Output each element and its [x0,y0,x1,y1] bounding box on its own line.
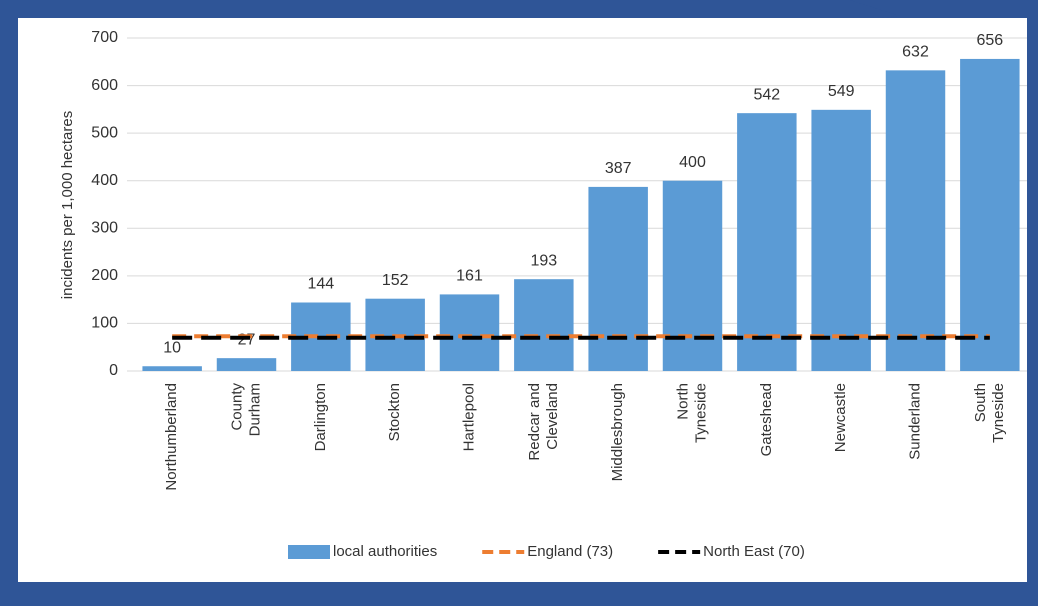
x-tick-label-line: Redcar and [526,383,543,461]
data-label: 152 [382,272,409,289]
x-tick-label: CountyDurham [228,383,263,437]
bar [514,279,574,371]
bar [960,58,1020,371]
x-tick-label-line: Cleveland [544,383,561,450]
x-tick-label: Northumberland [163,383,180,491]
x-tick-label-line: Stockton [386,383,403,441]
y-tick-label: 600 [91,77,118,94]
y-tick-label: 200 [91,267,118,284]
y-tick-label: 500 [91,124,118,141]
data-label: 542 [753,86,780,103]
bar [588,186,648,371]
y-tick-label: 300 [91,220,118,237]
x-tick-label: Redcar andCleveland [526,383,561,461]
x-tick-label: NorthTyneside [674,383,709,443]
x-tick-label-line: Tyneside [990,383,1007,443]
x-tick-label: Hartlepool [460,383,477,451]
data-label: 387 [605,160,632,177]
x-tick-label-line: County [228,383,245,431]
bar [216,358,277,371]
data-label: 144 [307,276,334,293]
x-tick-label: Darlington [312,383,329,451]
bar [142,366,202,371]
y-tick-label: 0 [109,362,118,379]
x-tick-label: Newcastle [832,383,849,452]
bar [662,180,723,371]
y-axis-label: incidents per 1,000 hectares [59,111,76,299]
x-tick-label: SouthTyneside [972,383,1007,443]
legend-swatch [288,545,330,559]
x-tick-label-line: Sunderland [906,383,923,460]
data-label: 27 [238,331,256,348]
data-label: 10 [163,339,181,356]
legend-label: local authorities [333,543,437,560]
data-label: 632 [902,44,929,61]
legend-label: England (73) [527,543,613,560]
x-tick-label-line: Hartlepool [460,383,477,451]
data-label: 549 [828,83,855,100]
x-tick-label: Stockton [386,383,403,441]
bar [885,70,946,371]
data-label: 161 [456,268,483,285]
x-tick-label-line: Darlington [312,383,329,451]
data-label: 193 [530,252,557,269]
x-tick-label-line: Gateshead [758,383,775,456]
x-tick-label-line: Middlesbrough [609,383,626,481]
data-label: 656 [976,32,1003,49]
bar [737,113,797,372]
y-tick-label: 700 [91,29,118,46]
x-tick-label-line: South [972,383,989,422]
x-tick-label-line: Newcastle [832,383,849,452]
x-tick-label: Gateshead [758,383,775,456]
bar [439,294,500,371]
x-tick-label-line: Durham [246,383,263,436]
y-tick-label: 400 [91,172,118,189]
x-tick-label-line: Northumberland [163,383,180,491]
x-tick-label-line: North [674,383,691,420]
x-tick-label: Middlesbrough [609,383,626,481]
tab [700,0,900,18]
y-tick-label: 100 [91,315,118,332]
bar [811,109,871,371]
legend-label: North East (70) [703,543,805,560]
x-tick-label-line: Tyneside [692,383,709,443]
x-tick-label: Sunderland [906,383,923,460]
data-label: 400 [679,154,706,171]
